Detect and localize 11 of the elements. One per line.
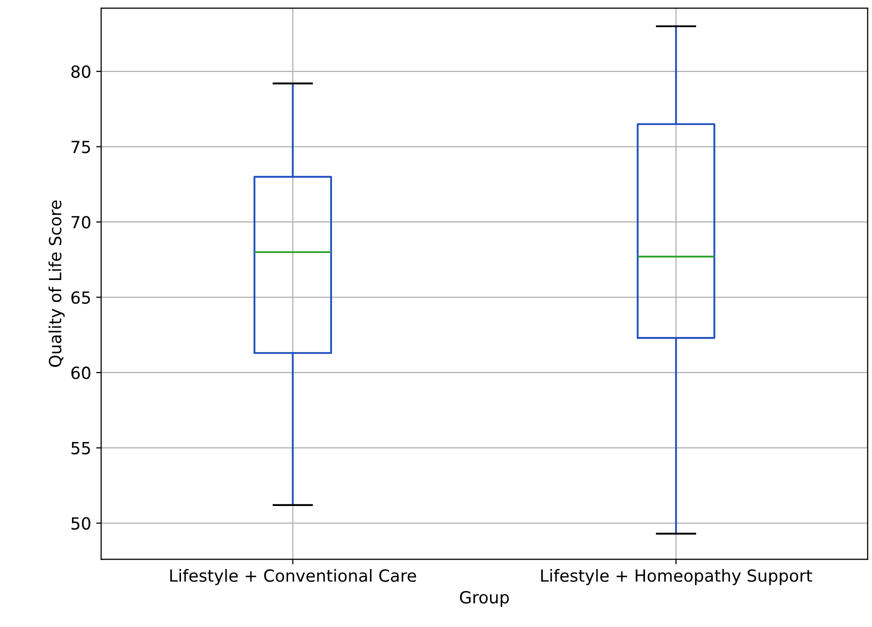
y-axis-title: Quality of Life Score: [48, 200, 65, 367]
y-tick-label: 80: [71, 65, 90, 78]
y-tick-label: 55: [72, 442, 90, 454]
x-tick-label: Lifestyle + Homeopathy Support: [541, 569, 812, 586]
y-tick-label: 70: [72, 216, 90, 229]
y-tick-label: 75: [72, 140, 90, 154]
x-axis-title: Group: [460, 590, 509, 607]
y-tick-label: 50: [72, 517, 90, 530]
y-tick-label: 65: [71, 291, 90, 304]
y-tick-label: 60: [71, 366, 90, 380]
x-tick-label: Lifestyle + Conventional Care: [170, 569, 416, 586]
